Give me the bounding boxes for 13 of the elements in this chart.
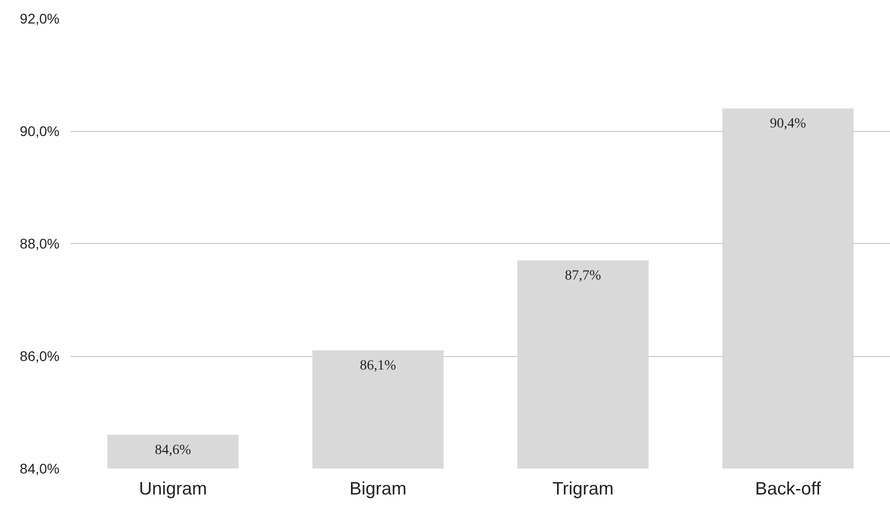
x-tick-label: Unigram	[138, 478, 208, 498]
data-label: 90,4%	[770, 116, 806, 132]
y-tick-label: 88,0%	[20, 236, 60, 252]
x-tick-label: Back-off	[755, 478, 822, 498]
y-tick-label: 92,0%	[20, 10, 60, 26]
x-tick-label: Bigram	[349, 478, 407, 498]
x-tick-label: Trigram	[552, 478, 614, 498]
data-label: 86,1%	[360, 358, 396, 374]
y-tick-label: 86,0%	[20, 348, 60, 364]
data-label: 87,7%	[564, 268, 602, 284]
y-tick-label: 90,0%	[20, 123, 60, 139]
data-label: 84,6%	[154, 442, 192, 458]
y-tick-label: 84,0%	[20, 460, 60, 476]
